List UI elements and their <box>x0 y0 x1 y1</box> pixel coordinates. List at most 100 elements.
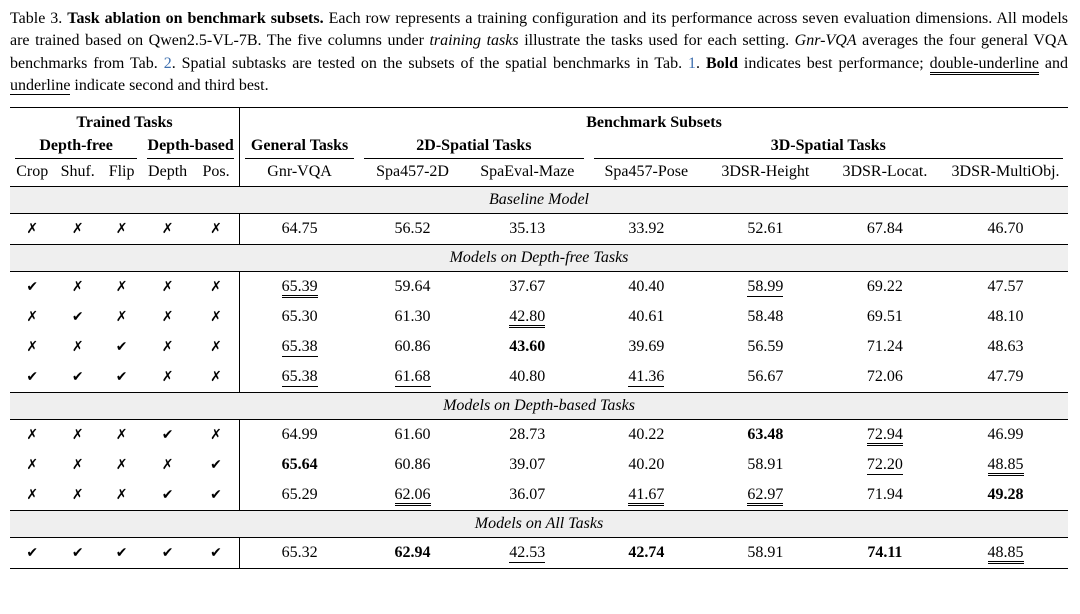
metric-value-cell: 72.94 <box>827 419 943 450</box>
metric-value-cell: 58.48 <box>704 302 827 332</box>
caption-segment-1: Task ablation on benchmark subsets. <box>67 10 324 27</box>
header-subgroup-cell-2d-spatial-tasks: 2D-Spatial Tasks <box>359 135 589 159</box>
task-enabled-check-icon: ✔ <box>100 537 143 569</box>
task-disabled-cross-icon: ✗ <box>115 426 128 443</box>
metric-value: 61.68 <box>394 367 431 387</box>
data-row: ✗ ✗ ✗ ✔ ✗ 64.99 61.60 28.73 40.22 63.48 72.94 46.99 <box>10 419 1068 450</box>
caption-segment-16: indicate second and third best. <box>70 77 269 95</box>
column-header-3dsr-locat: 3DSR-Locat. <box>826 158 944 187</box>
metric-value: 64.99 <box>281 425 318 443</box>
metric-value: 72.06 <box>866 367 903 385</box>
metric-value: 64.75 <box>281 219 318 237</box>
metric-value: 65.39 <box>281 277 318 298</box>
caption-segment-6: averages the four general VQA benchmarks… <box>10 32 1069 72</box>
metric-value-cell: 46.99 <box>943 419 1068 450</box>
header-group-benchmark-subsets: Benchmark Subsets <box>239 106 1068 135</box>
task-disabled-cross-icon: ✗ <box>71 338 84 355</box>
metric-value-cell: 48.85 <box>943 450 1068 480</box>
metric-value: 71.94 <box>866 485 903 503</box>
task-disabled-cross-icon: ✗ <box>26 456 39 473</box>
task-enabled-check-icon: ✔ <box>193 479 241 511</box>
metric-value: 42.53 <box>509 543 546 563</box>
metric-value-cell: 74.11 <box>826 537 944 569</box>
task-disabled-cross-icon: ✗ <box>26 426 39 443</box>
section-row-baseline-model: Baseline Model <box>10 185 1068 214</box>
metric-value-cell: 72.06 <box>827 362 943 393</box>
metric-value-cell: 52.61 <box>704 213 827 244</box>
task-disabled-cross-icon: ✗ <box>161 278 174 295</box>
header-subgroup-cell-general-tasks: General Tasks <box>240 135 360 159</box>
task-disabled-cross-icon: ✗ <box>26 338 39 355</box>
task-disabled-cross-icon: ✗ <box>26 308 39 325</box>
metric-value-cell: 42.53 <box>465 537 589 569</box>
metric-value-cell: 65.38 <box>240 362 360 393</box>
metric-value-cell: 72.20 <box>827 450 943 480</box>
metric-value-cell: 48.10 <box>943 302 1068 332</box>
metric-value: 41.36 <box>628 367 665 387</box>
metric-value: 52.61 <box>747 219 784 237</box>
paper-table-figure: Table 3. Task ablation on benchmark subs… <box>10 10 1069 569</box>
metric-value-cell: 41.36 <box>589 362 704 393</box>
data-row: ✔ ✗ ✗ ✗ ✗ 65.39 59.64 37.67 40.40 58.99 69.22 47.57 <box>10 271 1068 302</box>
metric-value-cell: 59.64 <box>359 271 466 302</box>
metric-value-cell: 40.40 <box>589 271 704 302</box>
header-subgroup-cell-3d-spatial-tasks: 3D-Spatial Tasks <box>589 135 1068 159</box>
task-disabled-cross-icon: ✗ <box>26 220 39 237</box>
task-disabled-cross-icon: ✗ <box>193 419 241 450</box>
section-title: Models on Depth-free Tasks <box>10 243 1068 272</box>
metric-value: 40.20 <box>628 455 665 473</box>
metric-value-cell: 69.51 <box>827 302 943 332</box>
metric-value-cell: 43.60 <box>466 332 589 362</box>
metric-value-cell: 63.48 <box>704 419 827 450</box>
metric-value-cell: 48.63 <box>943 332 1068 362</box>
task-disabled-cross-icon: ✗ <box>161 220 174 237</box>
caption-segment-11: Bold <box>705 54 738 72</box>
task-enabled-check-icon: ✔ <box>142 537 193 569</box>
task-disabled-cross-icon: ✗ <box>115 308 128 325</box>
metric-value-cell: 67.84 <box>827 213 943 244</box>
task-disabled-cross-icon: ✗ <box>193 213 241 245</box>
ablation-table: Trained Tasks Benchmark Subsets Depth-free… <box>10 106 1068 569</box>
metric-value: 39.69 <box>628 337 665 355</box>
metric-value-cell: 62.06 <box>359 480 466 511</box>
task-enabled-check-icon: ✔ <box>54 537 101 569</box>
data-row: ✗ ✗ ✗ ✔ ✔ 65.29 62.06 36.07 41.67 62.97 71.94 49.28 <box>10 479 1068 511</box>
metric-value: 59.64 <box>394 277 431 295</box>
metric-value: 35.13 <box>509 219 546 237</box>
section-title: Models on All Tasks <box>10 509 1068 538</box>
metric-value-cell: 64.99 <box>240 419 360 450</box>
metric-value-cell: 39.69 <box>589 332 704 362</box>
column-header-flip: Flip <box>100 158 143 187</box>
metric-value: 60.86 <box>394 337 431 355</box>
metric-value: 40.61 <box>628 307 665 325</box>
metric-value: 56.59 <box>747 337 784 355</box>
metric-value: 65.30 <box>281 307 318 325</box>
table-ref-link[interactable]: 1 <box>688 54 697 72</box>
metric-value-cell: 42.80 <box>466 302 589 332</box>
task-disabled-cross-icon: ✗ <box>71 278 84 295</box>
metric-value: 62.97 <box>747 485 784 506</box>
task-disabled-cross-icon: ✗ <box>193 271 241 302</box>
metric-value-cell: 58.91 <box>704 450 827 480</box>
metric-value: 74.11 <box>867 543 903 561</box>
metric-value-cell: 62.94 <box>359 537 466 569</box>
header-subgroup-3d-spatial-tasks: 3D-Spatial Tasks <box>593 137 1063 159</box>
metric-value: 48.10 <box>987 307 1024 325</box>
metric-value-cell: 65.29 <box>240 480 360 511</box>
metric-value: 69.51 <box>866 307 903 325</box>
data-row: ✗ ✗ ✗ ✗ ✔ 65.64 60.86 39.07 40.20 58.91 72.20 48.85 <box>10 449 1068 480</box>
task-disabled-cross-icon: ✗ <box>71 486 84 503</box>
metric-value-cell: 61.30 <box>359 302 466 332</box>
metric-value: 60.86 <box>394 455 431 473</box>
header-subgroup-cell-depth-free: Depth-free <box>10 135 142 159</box>
metric-value-cell: 40.20 <box>589 450 704 480</box>
section-title: Baseline Model <box>10 185 1068 214</box>
section-row-models-on-all-tasks: Models on All Tasks <box>10 509 1068 538</box>
metric-value-cell: 40.22 <box>589 419 704 450</box>
column-header-3dsr-height: 3DSR-Height <box>703 158 827 187</box>
metric-value: 62.06 <box>394 485 431 506</box>
metric-value: 48.63 <box>987 337 1024 355</box>
metric-value-cell: 58.99 <box>704 271 827 302</box>
metric-value: 58.91 <box>747 543 784 561</box>
table-ref-link[interactable]: 2 <box>163 54 172 72</box>
